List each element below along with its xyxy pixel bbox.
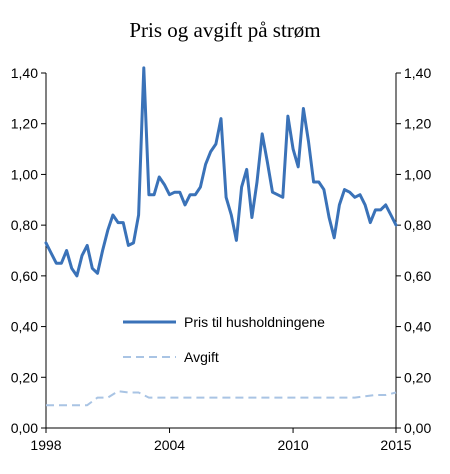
right-y-tick-label: 1,00 xyxy=(404,166,431,182)
right-y-tick-label: 0,80 xyxy=(404,217,431,233)
x-tick-label: 2015 xyxy=(380,437,411,453)
legend: Pris til husholdningene Avgift xyxy=(123,314,325,365)
legend-label-avgift: Avgift xyxy=(184,349,219,365)
right-y-tick-label: 1,20 xyxy=(404,116,431,132)
left-y-tick-label: 0,20 xyxy=(11,369,38,385)
chart-title: Pris og avgift på strøm xyxy=(129,18,320,42)
right-y-ticks: 0,00 0,20 0,40 0,60 0,80 1,00 1,20 1,40 xyxy=(396,65,431,436)
left-y-tick-label: 1,40 xyxy=(11,65,38,81)
x-ticks: 1998 2004 2010 2015 xyxy=(30,428,412,453)
series-layer xyxy=(44,66,398,407)
right-y-tick-label: 1,40 xyxy=(404,65,431,81)
right-y-tick-label: 0,20 xyxy=(404,369,431,385)
series-line-pris xyxy=(44,66,398,278)
right-y-tick-label: 0,40 xyxy=(404,319,431,335)
left-y-ticks: 0,00 0,20 0,40 0,60 0,80 1,00 1,20 1,40 xyxy=(11,65,46,436)
legend-label-pris: Pris til husholdningene xyxy=(184,314,325,330)
left-y-tick-label: 0,40 xyxy=(11,319,38,335)
series-line-avgift xyxy=(46,390,397,407)
left-y-tick-label: 1,00 xyxy=(11,166,38,182)
x-tick-label: 2004 xyxy=(154,437,185,453)
right-y-tick-label: 0,00 xyxy=(404,420,431,436)
left-y-tick-label: 0,80 xyxy=(11,217,38,233)
right-y-tick-label: 0,60 xyxy=(404,268,431,284)
left-y-tick-label: 1,20 xyxy=(11,116,38,132)
x-tick-label: 1998 xyxy=(30,437,61,453)
x-tick-label: 2010 xyxy=(277,437,308,453)
left-y-tick-label: 0,60 xyxy=(11,268,38,284)
left-y-tick-label: 0,00 xyxy=(11,420,38,436)
